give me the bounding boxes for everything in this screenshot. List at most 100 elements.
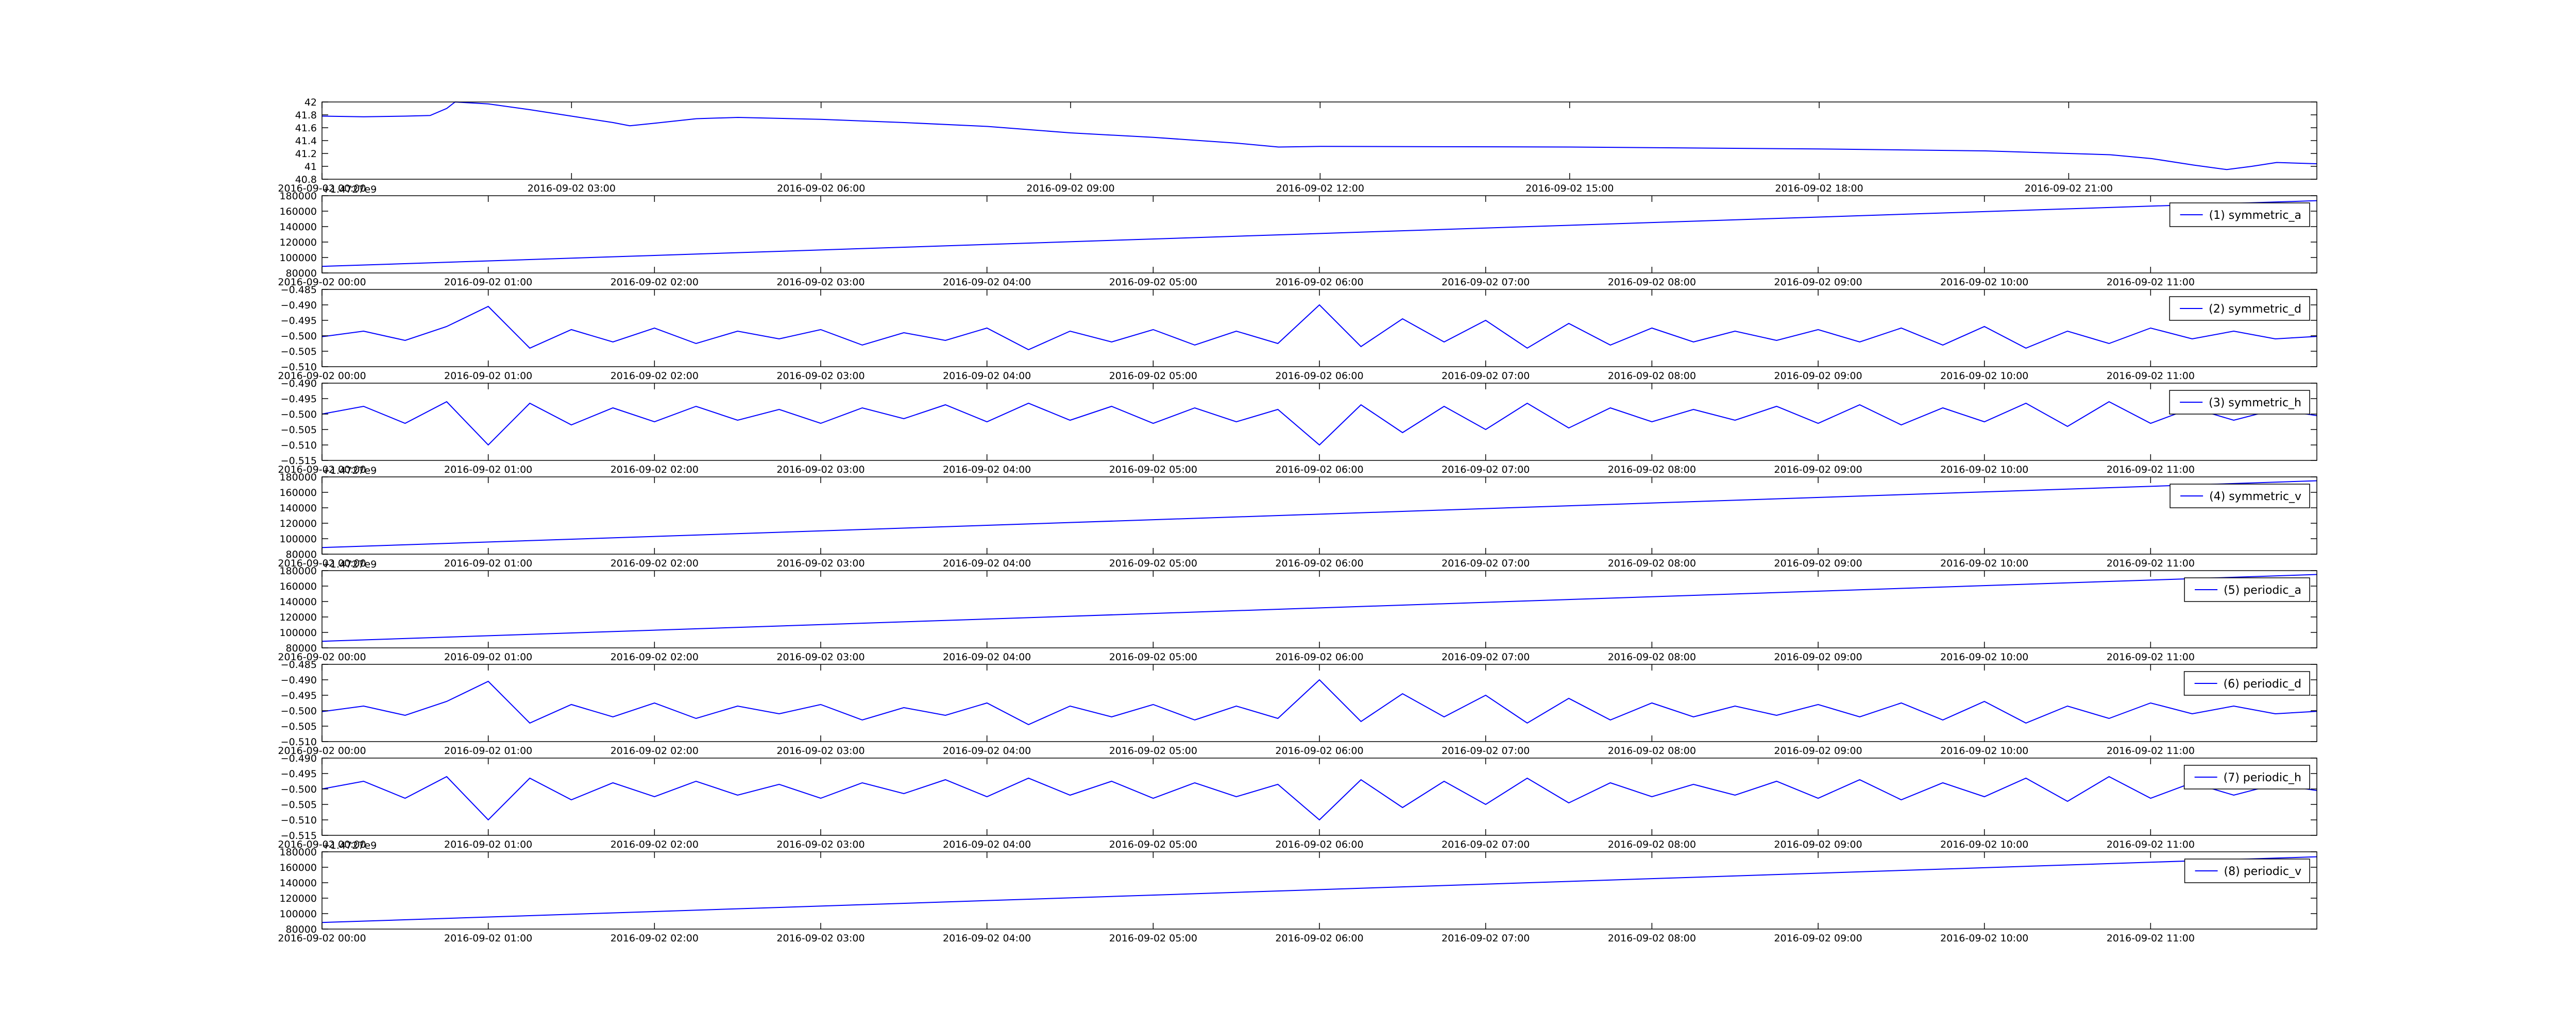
- x-tick-label: 2016-09-02 07:00: [1442, 839, 1530, 850]
- x-tick-label: 2016-09-02 06:00: [1275, 277, 1363, 288]
- x-tick-label: 2016-09-02 08:00: [1608, 464, 1696, 475]
- x-tick-label: 2016-09-02 09:00: [1774, 745, 1862, 757]
- y-tick-label: 100000: [279, 534, 317, 545]
- y-tick-label: −0.490: [281, 753, 317, 764]
- x-tick-label: 2016-09-02 05:00: [1109, 745, 1197, 757]
- x-tick-label: 2016-09-02 08:00: [1608, 277, 1696, 288]
- y-tick-label: −0.505: [281, 424, 317, 436]
- data-line: [321, 574, 2317, 642]
- x-tick-label: 2016-09-02 02:00: [611, 370, 699, 382]
- y-tick-label: 140000: [279, 221, 317, 233]
- x-tick-label: 2016-09-02 00:00: [278, 933, 366, 944]
- subplot: 800001000001200001400001600001800002016-…: [278, 559, 2317, 663]
- y-tick-label: 180000: [279, 472, 317, 483]
- x-tick-label: 2016-09-02 12:00: [1276, 183, 1364, 194]
- y-tick-label: 140000: [279, 596, 317, 608]
- legend-label: (2) symmetric_d: [2209, 303, 2301, 316]
- y-tick-label: −0.510: [281, 736, 317, 748]
- x-tick-label: 2016-09-02 08:00: [1608, 839, 1696, 850]
- x-tick-label: 2016-09-02 04:00: [943, 651, 1031, 663]
- x-tick-label: 2016-09-02 05:00: [1109, 464, 1197, 475]
- legend: (1) symmetric_a: [2169, 202, 2310, 227]
- x-tick-label: 2016-09-02 11:00: [2107, 651, 2195, 663]
- x-tick-label: 2016-09-02 01:00: [444, 651, 532, 663]
- x-tick-label: 2016-09-02 02:00: [611, 464, 699, 475]
- y-tick-label: −0.495: [281, 768, 317, 780]
- y-tick-label: −0.510: [281, 362, 317, 373]
- y-tick-label: −0.495: [281, 393, 317, 405]
- legend-label: (7) periodic_h: [2224, 771, 2301, 784]
- x-tick-label: 2016-09-02 00:00: [278, 745, 366, 757]
- y-tick-label: −0.495: [281, 690, 317, 701]
- x-tick-label: 2016-09-02 02:00: [611, 277, 699, 288]
- y-tick-label: 41.6: [295, 123, 317, 134]
- y-tick-label: −0.490: [281, 378, 317, 389]
- x-tick-label: 2016-09-02 01:00: [444, 558, 532, 569]
- x-tick-label: 2016-09-02 09:00: [1774, 839, 1862, 850]
- x-tick-label: 2016-09-02 04:00: [943, 839, 1031, 850]
- x-tick-label: 2016-09-02 00:00: [278, 183, 366, 194]
- legend: (2) symmetric_d: [2169, 296, 2310, 321]
- y-tick-label: −0.485: [281, 284, 317, 296]
- y-tick-label: −0.500: [281, 706, 317, 717]
- y-tick-label: 80000: [286, 643, 317, 654]
- data-line: [321, 200, 2317, 267]
- x-tick-label: 2016-09-02 11:00: [2107, 277, 2195, 288]
- y-tick-label: 41: [304, 161, 317, 173]
- x-tick-label: 2016-09-02 04:00: [943, 464, 1031, 475]
- x-tick-label: 2016-09-02 01:00: [444, 370, 532, 382]
- x-tick-label: 2016-09-02 00:00: [278, 277, 366, 288]
- legend: (6) periodic_d: [2183, 671, 2310, 696]
- x-tick-label: 2016-09-02 04:00: [943, 558, 1031, 569]
- y-tick-label: −0.505: [281, 346, 317, 357]
- x-tick-label: 2016-09-02 11:00: [2107, 558, 2195, 569]
- y-tick-label: −0.505: [281, 721, 317, 732]
- x-tick-label: 2016-09-02 11:00: [2107, 464, 2195, 475]
- y-tick-label: 100000: [279, 627, 317, 639]
- x-tick-label: 2016-09-02 10:00: [1940, 370, 2028, 382]
- x-tick-label: 2016-09-02 06:00: [1275, 464, 1363, 475]
- y-tick-label: 120000: [279, 237, 317, 248]
- x-tick-label: 2016-09-02 05:00: [1109, 933, 1197, 944]
- x-tick-label: 2016-09-02 08:00: [1608, 558, 1696, 569]
- x-tick-label: 2016-09-02 07:00: [1442, 277, 1530, 288]
- x-tick-label: 2016-09-02 06:00: [1275, 839, 1363, 850]
- data-line: [321, 101, 2317, 170]
- x-tick-label: 2016-09-02 02:00: [611, 651, 699, 663]
- x-tick-label: 2016-09-02 11:00: [2107, 370, 2195, 382]
- x-tick-label: 2016-09-02 00:00: [278, 839, 366, 850]
- y-tick-label: 140000: [279, 503, 317, 514]
- y-tick-label: −0.500: [281, 784, 317, 795]
- x-tick-label: 2016-09-02 09:00: [1774, 933, 1862, 944]
- x-tick-label: 2016-09-02 09:00: [1774, 558, 1862, 569]
- y-tick-label: 42: [304, 97, 317, 108]
- subplot: −0.515 −0.510 −0.505 −0.500 −0.495 −0.490 2016…: [278, 753, 2317, 850]
- y-tick-label: 100000: [279, 252, 317, 264]
- y-tick-label: −0.490: [281, 675, 317, 686]
- y-tick-label: 160000: [279, 581, 317, 592]
- y-tick-label: −0.495: [281, 315, 317, 327]
- x-tick-label: 2016-09-02 02:00: [611, 558, 699, 569]
- legend: (7) periodic_h: [2183, 765, 2310, 789]
- y-offset-text: +1.4727e9: [322, 840, 377, 851]
- x-tick-label: 2016-09-02 08:00: [1608, 933, 1696, 944]
- x-tick-label: 2016-09-02 18:00: [1775, 183, 1863, 194]
- x-tick-label: 2016-09-02 07:00: [1442, 651, 1530, 663]
- x-tick-label: 2016-09-02 03:00: [776, 839, 865, 850]
- legend: (8) periodic_v: [2184, 859, 2310, 883]
- x-tick-label: 2016-09-02 03:00: [776, 745, 865, 757]
- subplot: −0.510 −0.505 −0.500 −0.495 −0.490 −0.485 2016…: [278, 284, 2317, 382]
- y-tick-label: 80000: [286, 924, 317, 935]
- y-offset-text: +1.4727e9: [322, 184, 377, 195]
- legend-label: (6) periodic_d: [2224, 678, 2301, 691]
- x-tick-label: 2016-09-02 09:00: [1774, 277, 1862, 288]
- y-tick-label: 80000: [286, 268, 317, 279]
- y-tick-label: −0.485: [281, 659, 317, 671]
- x-tick-label: 2016-09-02 08:00: [1608, 370, 1696, 382]
- x-tick-label: 2016-09-02 15:00: [1526, 183, 1614, 194]
- data-line: [321, 401, 2317, 446]
- x-tick-label: 2016-09-02 10:00: [1940, 839, 2028, 850]
- subplot: 800001000001200001400001600001800002016-…: [278, 840, 2317, 944]
